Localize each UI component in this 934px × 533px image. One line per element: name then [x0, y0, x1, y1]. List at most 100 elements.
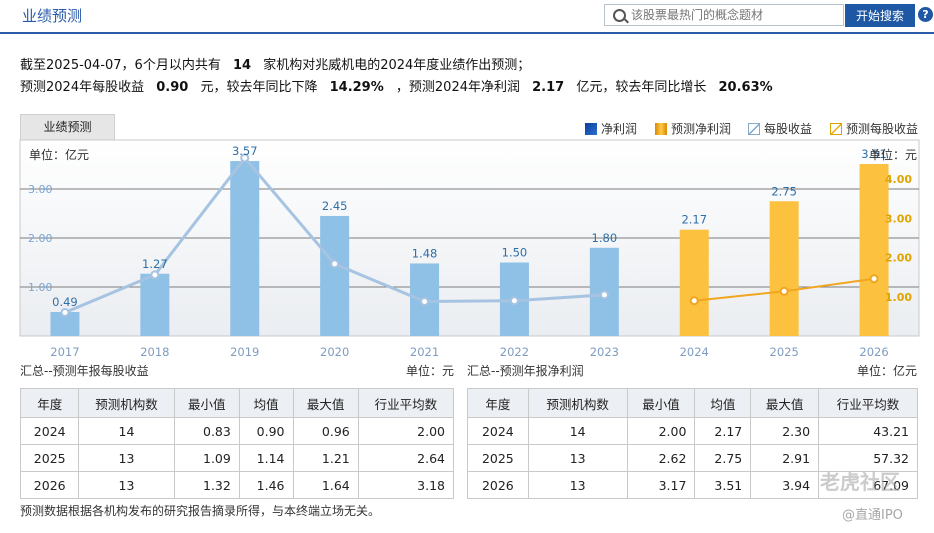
- column-header: 预测机构数: [527, 388, 628, 418]
- table-cell: 14: [527, 417, 628, 445]
- table-row: 2025 13 2.62 2.75 2.91 57.32: [467, 444, 918, 472]
- left-tick-label: 2.00: [28, 232, 53, 245]
- legend-label: 每股收益: [764, 122, 813, 136]
- table-header-row: 年度 预测机构数 最小值 均值 最大值 行业平均数: [467, 388, 918, 418]
- search-input[interactable]: [631, 7, 836, 23]
- right-table-caption: 汇总--预测年报净利润: [467, 364, 584, 378]
- legend-label: 净利润: [601, 122, 638, 136]
- bar-value-label: 2.75: [771, 184, 797, 198]
- table-cell: 3.18: [357, 471, 455, 499]
- right-axis-unit: 单位：元: [869, 148, 918, 162]
- left-tick-label: 3.00: [28, 183, 53, 196]
- table-cell: 13: [78, 444, 175, 472]
- summary-line-1: 截至2025-04-07，6个月以内共有 14 家机构对兆威机电的2024年度业…: [20, 54, 530, 73]
- table-cell: 3.94: [750, 471, 820, 499]
- left-axis-unit: 单位：亿元: [29, 148, 90, 162]
- forecast-eps-point: [869, 274, 879, 284]
- summary-text: ，预测2024年净利润: [395, 80, 520, 95]
- left-tick-label: 1.00: [28, 281, 53, 294]
- table-cell: 1.32: [173, 471, 240, 499]
- column-header: 行业平均数: [818, 388, 918, 418]
- net-profit-forecast-table: 年度 预测机构数 最小值 均值 最大值 行业平均数 2024 14 2.00 2.17 2.30 4…: [467, 388, 918, 499]
- legend-swatch: [655, 123, 667, 135]
- table-cell: 0.90: [238, 417, 294, 445]
- table-cell: 2.64: [357, 444, 455, 472]
- column-header: 年度: [19, 388, 80, 418]
- net-profit-bar: [230, 161, 260, 336]
- legend-eps: 每股收益: [748, 120, 812, 137]
- bar-value-label: 0.49: [52, 295, 78, 309]
- x-tick-label: 2022: [500, 345, 529, 359]
- net-profit-bar: [769, 201, 799, 336]
- legend-swatch: [748, 123, 760, 135]
- x-tick-label: 2020: [320, 345, 349, 359]
- search-box[interactable]: [604, 4, 844, 26]
- right-table-unit: 单位：亿元: [857, 364, 918, 378]
- tab-forecast[interactable]: 业绩预测: [20, 114, 115, 140]
- column-header: 年度: [467, 388, 529, 418]
- table-cell: 2.17: [694, 417, 752, 445]
- eps-point: [60, 307, 70, 317]
- x-tick-label: 2025: [770, 345, 799, 359]
- forecast-eps-value: 0.90: [156, 80, 189, 95]
- right-tick-label: 4.00: [885, 173, 912, 186]
- x-tick-label: 2017: [50, 345, 79, 359]
- summary-text: 截至2025-04-07，6个月以内共有: [20, 58, 221, 73]
- eps-change-value: 14.29%: [329, 80, 384, 95]
- table-row: 2026 13 3.17 3.51 3.94 67.09: [467, 471, 918, 499]
- forecast-net-profit-value: 2.17: [532, 80, 565, 95]
- table-row: 2025 13 1.09 1.14 1.21 2.64: [19, 444, 455, 472]
- net-profit-change-value: 20.63%: [718, 80, 773, 95]
- table-cell: 2025: [467, 444, 529, 472]
- table-cell: 1.14: [238, 444, 294, 472]
- bar-value-label: 1.27: [142, 257, 168, 271]
- legend-label: 预测每股收益: [846, 122, 919, 136]
- net-profit-bar: [859, 164, 889, 336]
- x-tick-label: 2019: [230, 345, 259, 359]
- search-button[interactable]: 开始搜索: [845, 4, 915, 27]
- left-table-unit: 单位：元: [406, 364, 455, 378]
- table-cell: 1.64: [292, 471, 359, 499]
- summary-text: 预测2024年每股收益: [20, 80, 145, 95]
- summary-text: 亿元，较去年同比增长: [576, 80, 707, 95]
- table-cell: 1.21: [292, 444, 359, 472]
- right-tick-label: 1.00: [885, 291, 912, 304]
- watermark-brand: 老虎社区: [820, 470, 900, 494]
- help-icon[interactable]: ?: [918, 7, 933, 22]
- right-tick-label: 3.00: [885, 212, 912, 225]
- legend-swatch: [830, 123, 842, 135]
- search-icon: [613, 9, 626, 22]
- forecast-eps-point: [689, 296, 699, 306]
- footnote: 预测数据根据各机构发布的研究报告摘录所得，与本终端立场无关。: [20, 504, 381, 518]
- eps-point: [150, 270, 160, 280]
- table-cell: 3.51: [694, 471, 752, 499]
- summary-text: 元，较去年同比下降: [200, 80, 318, 95]
- bar-value-label: 1.48: [412, 246, 438, 260]
- bar-value-label: 3.51: [861, 147, 887, 161]
- table-cell: 57.32: [818, 444, 918, 472]
- table-cell: 2026: [19, 471, 80, 499]
- legend-net-profit: 净利润: [585, 120, 637, 137]
- table-cell: 2024: [19, 417, 80, 445]
- column-header: 最小值: [173, 388, 240, 418]
- watermark-handle: @直通IPO: [842, 508, 903, 523]
- table-cell: 2026: [467, 471, 529, 499]
- table-cell: 13: [78, 471, 175, 499]
- x-tick-label: 2024: [680, 345, 709, 359]
- eps-point: [599, 290, 609, 300]
- table-cell: 3.17: [626, 471, 696, 499]
- table-cell: 1.09: [173, 444, 240, 472]
- net-profit-bar: [679, 229, 709, 336]
- table-cell: 2024: [467, 417, 529, 445]
- table-cell: 67.09: [818, 471, 918, 499]
- summary-text: 家机构对兆威机电的2024年度业绩作出预测；: [263, 58, 531, 73]
- forecast-eps-point: [779, 286, 789, 296]
- table-cell: 2.00: [357, 417, 455, 445]
- column-header: 行业平均数: [357, 388, 455, 418]
- institution-count: 14: [232, 58, 252, 73]
- bar-value-label: 1.80: [592, 231, 618, 245]
- x-tick-label: 2018: [140, 345, 169, 359]
- bar-value-label: 1.50: [502, 246, 528, 260]
- table-cell: 1.46: [238, 471, 294, 499]
